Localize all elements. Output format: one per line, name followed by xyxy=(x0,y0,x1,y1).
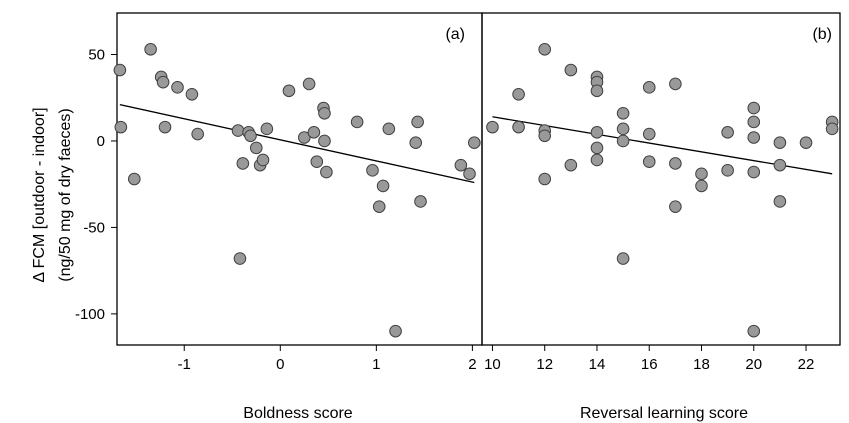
data-point-b xyxy=(590,126,604,139)
data-point-a xyxy=(113,63,127,77)
x-tick-label-b: 10 xyxy=(484,356,501,373)
data-point-a xyxy=(256,153,270,167)
data-point-a xyxy=(144,43,157,56)
data-point-a xyxy=(191,127,204,141)
data-point-a xyxy=(310,155,324,169)
data-point-a xyxy=(114,120,128,134)
panel-frame-a xyxy=(116,12,483,346)
data-point-a xyxy=(302,77,316,91)
data-point-b xyxy=(616,134,630,148)
data-point-b xyxy=(590,141,604,155)
x-tick-label-b: 18 xyxy=(693,356,710,373)
data-point-b xyxy=(564,63,578,77)
data-point-b xyxy=(616,122,630,136)
data-point-a xyxy=(156,75,170,89)
data-point-b xyxy=(538,43,552,56)
data-point-a xyxy=(282,84,296,98)
data-point-b xyxy=(486,120,499,134)
data-point-b xyxy=(773,195,787,208)
x-tick-label-b: 22 xyxy=(798,356,815,373)
data-point-a xyxy=(454,158,468,172)
data-point-a xyxy=(414,195,427,208)
data-point-a xyxy=(382,122,396,136)
y-axis-title-line2: (ng/50 mg of dry faeces) xyxy=(57,108,74,281)
data-point-b xyxy=(721,126,734,139)
x-axis-title-b: Reversal learning score xyxy=(580,405,748,422)
data-point-a xyxy=(231,124,245,137)
data-point-b xyxy=(773,136,787,149)
data-point-a xyxy=(320,165,333,179)
data-point-b xyxy=(642,127,656,141)
data-point-b xyxy=(538,129,552,143)
data-point-a xyxy=(233,252,247,265)
y-tick-label: 0 xyxy=(97,133,105,150)
data-point-a xyxy=(298,131,311,144)
x-tick-label-b: 20 xyxy=(745,356,762,373)
data-point-b xyxy=(669,157,682,170)
panel-label-a: (a) xyxy=(445,26,465,43)
data-point-b xyxy=(564,158,578,172)
data-point-a xyxy=(389,324,402,338)
data-point-a xyxy=(468,136,481,149)
x-tick-label-a: 0 xyxy=(276,356,284,373)
data-point-a xyxy=(409,136,423,149)
x-tick-label-a: 2 xyxy=(468,356,476,373)
data-point-b xyxy=(590,153,604,167)
data-point-a xyxy=(372,200,386,213)
data-point-a xyxy=(185,87,199,101)
data-point-b xyxy=(616,106,630,120)
data-point-b xyxy=(747,115,761,129)
data-point-a xyxy=(127,172,141,186)
x-tick-label-a: -1 xyxy=(178,356,191,373)
data-point-b xyxy=(773,158,787,172)
data-point-a xyxy=(366,164,379,177)
data-point-a xyxy=(318,106,331,120)
data-point-b xyxy=(695,167,708,181)
data-point-b xyxy=(642,81,656,94)
y-tick-label: 50 xyxy=(88,47,105,64)
data-point-b xyxy=(747,101,761,115)
x-tick-label-b: 14 xyxy=(589,356,606,373)
data-point-b xyxy=(799,136,813,149)
data-point-b xyxy=(669,77,682,91)
data-point-b xyxy=(590,84,604,98)
x-tick-label-b: 12 xyxy=(536,356,553,373)
data-point-b xyxy=(695,179,708,193)
data-point-b xyxy=(747,131,761,144)
data-point-a xyxy=(350,115,364,129)
data-point-b xyxy=(747,165,761,179)
data-point-a xyxy=(158,120,172,134)
data-point-a xyxy=(411,115,424,129)
data-point-a xyxy=(249,141,263,155)
y-tick-label: -100 xyxy=(75,306,105,323)
data-point-b xyxy=(512,120,525,134)
data-point-b xyxy=(512,87,525,101)
data-point-b xyxy=(669,200,682,213)
data-point-a xyxy=(244,129,257,143)
data-point-b xyxy=(825,122,839,136)
x-tick-label-b: 16 xyxy=(641,356,658,373)
y-axis-title-line1: Δ FCM [outdoor - indoor] xyxy=(31,107,48,282)
data-point-a xyxy=(463,167,476,181)
panel-label-b: (b) xyxy=(812,26,832,43)
data-point-b xyxy=(642,155,656,169)
data-point-a xyxy=(307,126,321,139)
data-point-b xyxy=(747,324,761,338)
data-point-a xyxy=(318,134,331,148)
data-point-a xyxy=(260,122,274,136)
data-point-b xyxy=(616,252,630,265)
data-point-b xyxy=(721,164,734,177)
data-point-b xyxy=(538,172,552,186)
data-point-a xyxy=(171,81,184,94)
data-point-a xyxy=(236,157,250,170)
y-tick-label: -50 xyxy=(83,219,105,236)
data-point-a xyxy=(376,179,390,193)
x-axis-title-a: Boldness score xyxy=(243,405,352,422)
x-tick-label-a: 1 xyxy=(372,356,380,373)
trend-line-a xyxy=(119,104,475,184)
panel-frame-b xyxy=(481,12,841,346)
